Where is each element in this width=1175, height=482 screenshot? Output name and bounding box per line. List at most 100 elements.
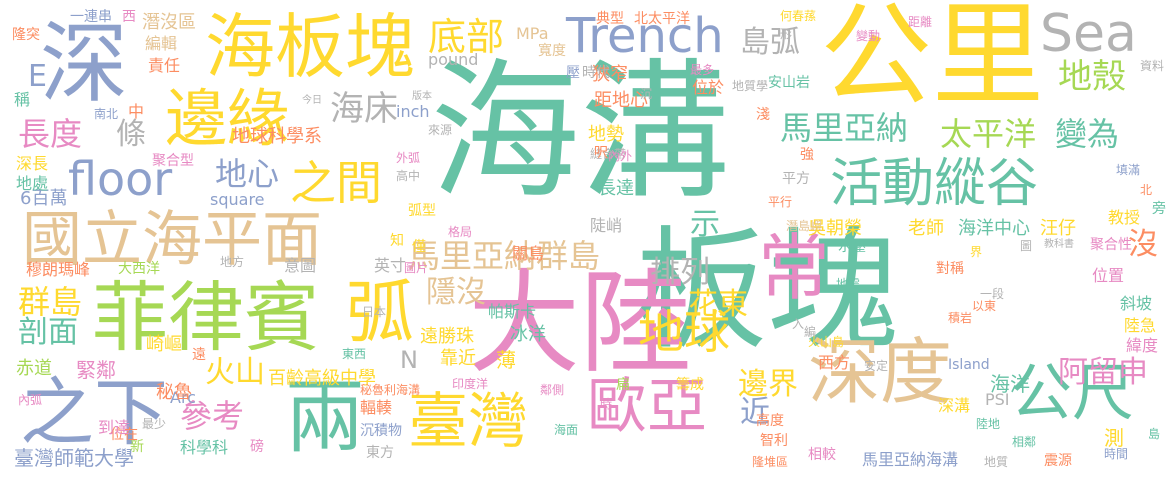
word: 帕斯卡 xyxy=(488,302,537,321)
word: 界 xyxy=(970,245,983,259)
word: 深度 xyxy=(808,330,953,414)
word: 來源 xyxy=(428,123,453,137)
word: 赤道 xyxy=(16,358,52,379)
word: 位置 xyxy=(1092,266,1125,285)
word: N xyxy=(400,346,418,374)
word: 平方 xyxy=(782,171,810,187)
word: 活動縱谷 xyxy=(830,154,1039,214)
word: 海面 xyxy=(554,423,579,437)
word: 格局 xyxy=(448,225,473,239)
word: 最少 xyxy=(142,417,167,431)
word: 長達 xyxy=(598,178,634,199)
word: 以東 xyxy=(972,299,997,313)
word: 知 xyxy=(390,233,404,249)
word: 平行 xyxy=(768,195,793,209)
word: 崎嶇 xyxy=(146,334,182,355)
word: 形 xyxy=(780,27,793,41)
word: 變動 xyxy=(856,29,881,43)
word: 海床 xyxy=(330,89,398,129)
word: 潛沒區 xyxy=(142,12,196,33)
word: 西 xyxy=(122,9,136,25)
word: 板塊 xyxy=(635,214,899,368)
word: 吳朝榮 xyxy=(808,218,862,239)
word: 縫合帶 xyxy=(590,147,627,161)
word: 安定 xyxy=(864,359,889,373)
word: 公里 xyxy=(820,0,1044,121)
word: 輻輳 xyxy=(360,398,393,417)
word: PSI xyxy=(985,390,1010,409)
word: 火山島 xyxy=(808,335,845,349)
word: 高中 xyxy=(396,169,421,183)
word: 臺灣師範大學 xyxy=(14,446,134,470)
word: 地球 xyxy=(638,305,730,359)
word: 地勢 xyxy=(588,124,624,145)
word: 秘魯利海溝 xyxy=(360,383,421,397)
word: 到達 xyxy=(98,418,131,437)
word: 位在 xyxy=(110,427,138,443)
word: 意圖 xyxy=(284,256,317,275)
word: 典型 xyxy=(596,11,624,27)
word: 圖 xyxy=(1020,239,1033,253)
word: 籌成 xyxy=(676,377,704,393)
word: 地震 xyxy=(836,277,861,291)
word: 內弧 xyxy=(18,393,43,407)
word: 參考 xyxy=(180,397,245,435)
word: Sea xyxy=(1040,4,1137,64)
word: 聚合性 xyxy=(1090,237,1132,253)
word: 島弧 xyxy=(740,25,800,60)
word: 深 xyxy=(40,12,129,115)
word: Arc xyxy=(170,388,196,407)
word: 潛島嶼 xyxy=(786,219,823,233)
word: 百齡高級中學 xyxy=(268,368,376,389)
word: 大陸 xyxy=(468,259,692,389)
word: 群島 xyxy=(18,283,83,321)
word: 淺 xyxy=(756,107,770,123)
word: 時 xyxy=(600,397,613,411)
word: 海洋 xyxy=(990,372,1030,396)
word: 地處 xyxy=(16,174,49,193)
word: 緯度 xyxy=(1126,336,1159,355)
word: inch xyxy=(396,102,430,121)
word: floor xyxy=(68,152,173,206)
word: 地球科學系 xyxy=(232,126,322,147)
word: 高度 xyxy=(756,413,784,429)
word: 鄰側 xyxy=(540,383,565,397)
word: 距地心 xyxy=(594,90,648,111)
word: 馬里亞納海溝 xyxy=(862,450,959,469)
word: 東方 xyxy=(366,445,394,461)
word: 地殼 xyxy=(1058,57,1126,97)
word: 入 xyxy=(792,317,805,331)
word: 底部 xyxy=(428,15,505,59)
word: 公尺 xyxy=(1010,356,1135,429)
word: 剖面 xyxy=(18,315,78,350)
word: 冰洋 xyxy=(510,324,546,345)
word: 內外 xyxy=(608,149,633,163)
word: 邊緣 xyxy=(165,82,290,155)
word: 陡峭 xyxy=(590,216,623,235)
word: 相鄰 xyxy=(1012,435,1037,449)
word: 歐亞 xyxy=(587,372,707,442)
word: 地方 xyxy=(220,255,245,269)
word: 斜坡 xyxy=(1120,294,1153,313)
word: E xyxy=(28,59,47,94)
word: 長度 xyxy=(18,115,83,153)
word: 積岩 xyxy=(948,311,973,325)
word: 6百萬 xyxy=(20,188,68,209)
word: 太平洋 xyxy=(940,115,1037,153)
word: 常 xyxy=(758,226,831,310)
word: 兩 xyxy=(285,371,365,464)
word: 靠近 xyxy=(440,348,476,369)
word: 版本 xyxy=(412,91,432,102)
word: 智利 xyxy=(760,433,788,449)
word: 隆堆區 xyxy=(752,455,789,469)
word: 印度洋 xyxy=(452,377,489,391)
word: 時代 xyxy=(582,65,610,81)
word: 條 xyxy=(116,117,146,152)
word: 沉 xyxy=(640,87,653,101)
word: 之下 xyxy=(20,370,168,456)
word: 陸急 xyxy=(1124,316,1157,335)
word: 弧型 xyxy=(408,203,436,219)
word: 火山 xyxy=(205,355,265,390)
word: 震源 xyxy=(1044,453,1072,469)
